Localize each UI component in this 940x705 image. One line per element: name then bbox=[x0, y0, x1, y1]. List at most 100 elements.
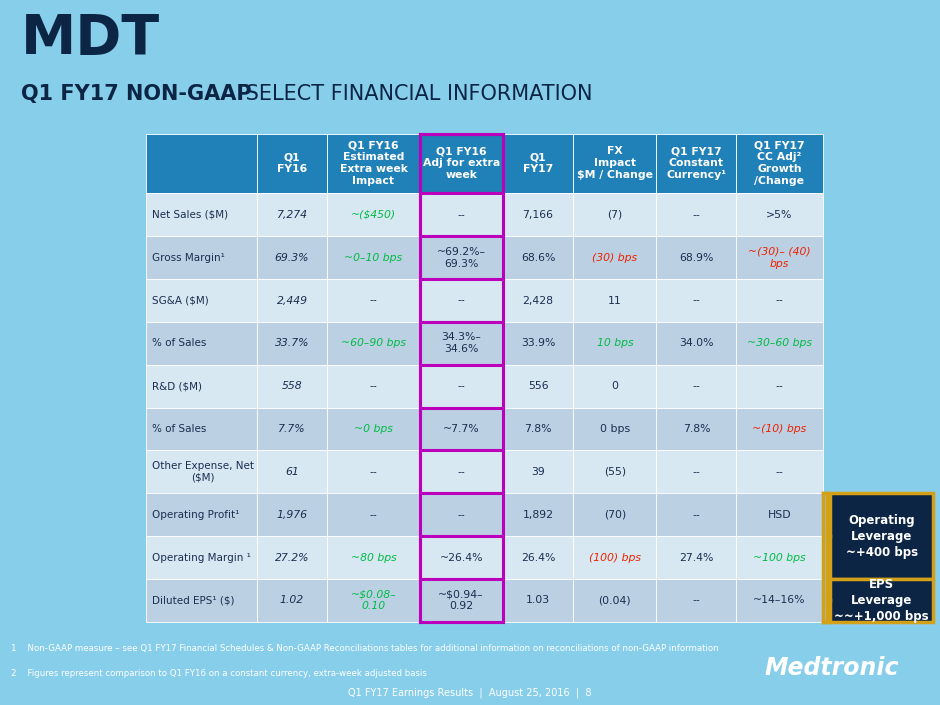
Bar bbox=[146, 279, 257, 322]
Text: ~60–90 bps: ~60–90 bps bbox=[341, 338, 406, 348]
Text: --: -- bbox=[693, 510, 700, 520]
Text: 0 bps: 0 bps bbox=[600, 424, 630, 434]
Text: EPS
Leverage
~~+1,000 bps: EPS Leverage ~~+1,000 bps bbox=[835, 578, 929, 623]
Text: 0: 0 bbox=[611, 381, 619, 391]
Text: 27.4%: 27.4% bbox=[680, 553, 713, 563]
Bar bbox=[419, 193, 503, 236]
Text: ~69.2%–
69.3%: ~69.2%– 69.3% bbox=[437, 247, 486, 269]
Bar bbox=[573, 364, 656, 407]
Text: --: -- bbox=[457, 210, 465, 220]
Bar bbox=[503, 450, 573, 493]
Bar bbox=[146, 579, 257, 622]
Text: 7.7%: 7.7% bbox=[278, 424, 306, 434]
Bar bbox=[419, 279, 503, 322]
Text: 10 bps: 10 bps bbox=[597, 338, 634, 348]
Text: 69.3%: 69.3% bbox=[274, 252, 309, 263]
Bar bbox=[573, 579, 656, 622]
Bar bbox=[573, 407, 656, 450]
Bar bbox=[257, 279, 327, 322]
Text: MDT: MDT bbox=[21, 12, 160, 66]
Bar bbox=[257, 579, 327, 622]
Text: SG&A ($M): SG&A ($M) bbox=[152, 295, 209, 305]
Bar bbox=[573, 322, 656, 364]
Bar bbox=[419, 407, 503, 450]
Text: ~$0.08–
0.10: ~$0.08– 0.10 bbox=[351, 589, 397, 611]
Text: ~26.4%: ~26.4% bbox=[439, 553, 483, 563]
Text: 27.2%: 27.2% bbox=[274, 553, 309, 563]
Bar bbox=[656, 322, 736, 364]
Text: --: -- bbox=[693, 596, 700, 606]
Text: (30) bps: (30) bps bbox=[592, 252, 637, 263]
Bar bbox=[146, 407, 257, 450]
Bar bbox=[419, 236, 503, 279]
Bar bbox=[419, 579, 503, 622]
Text: 7.8%: 7.8% bbox=[525, 424, 552, 434]
Text: Gross Margin¹: Gross Margin¹ bbox=[152, 252, 226, 263]
Text: 61: 61 bbox=[285, 467, 299, 477]
Text: Net Sales ($M): Net Sales ($M) bbox=[152, 210, 228, 220]
Text: Q1 FY16
Adj for extra
week: Q1 FY16 Adj for extra week bbox=[422, 147, 500, 180]
Bar bbox=[656, 279, 736, 322]
Text: Diluted EPS¹ ($): Diluted EPS¹ ($) bbox=[152, 596, 235, 606]
Text: Operating Margin ¹: Operating Margin ¹ bbox=[152, 553, 251, 563]
Bar bbox=[327, 493, 419, 537]
Bar bbox=[419, 236, 503, 279]
Bar bbox=[146, 193, 257, 236]
Bar bbox=[656, 579, 736, 622]
Bar bbox=[736, 407, 822, 450]
Bar bbox=[656, 537, 736, 579]
Text: --: -- bbox=[457, 381, 465, 391]
Text: 2,428: 2,428 bbox=[523, 295, 554, 305]
Text: Medtronic: Medtronic bbox=[764, 656, 900, 680]
Bar bbox=[656, 236, 736, 279]
Bar bbox=[419, 407, 503, 450]
Text: SELECT FINANCIAL INFORMATION: SELECT FINANCIAL INFORMATION bbox=[239, 84, 592, 104]
Text: Q1
FY17: Q1 FY17 bbox=[523, 152, 553, 174]
Text: 26.4%: 26.4% bbox=[521, 553, 556, 563]
Bar bbox=[327, 236, 419, 279]
Bar bbox=[736, 450, 822, 493]
Text: --: -- bbox=[369, 510, 377, 520]
Text: 34.3%–
34.6%: 34.3%– 34.6% bbox=[441, 332, 481, 355]
Text: 34.0%: 34.0% bbox=[680, 338, 713, 348]
Text: % of Sales: % of Sales bbox=[152, 424, 207, 434]
Text: --: -- bbox=[693, 467, 700, 477]
Bar bbox=[419, 450, 503, 493]
Text: Operating
Leverage
~+400 bps: Operating Leverage ~+400 bps bbox=[846, 514, 917, 558]
Bar bbox=[503, 133, 573, 193]
Text: 68.6%: 68.6% bbox=[521, 252, 556, 263]
Bar bbox=[257, 364, 327, 407]
Bar bbox=[419, 537, 503, 579]
Text: Q1 FY17
CC Adj²
Growth
/Change: Q1 FY17 CC Adj² Growth /Change bbox=[754, 140, 805, 187]
Text: 2    Figures represent comparison to Q1 FY16 on a constant currency, extra-week : 2 Figures represent comparison to Q1 FY1… bbox=[11, 670, 427, 678]
Text: --: -- bbox=[457, 467, 465, 477]
Text: (70): (70) bbox=[603, 510, 626, 520]
Text: --: -- bbox=[776, 295, 783, 305]
Text: 33.9%: 33.9% bbox=[521, 338, 556, 348]
Bar bbox=[736, 493, 822, 537]
Bar bbox=[830, 493, 933, 579]
Bar bbox=[419, 279, 503, 322]
Bar bbox=[419, 450, 503, 493]
Text: Operating Profit¹: Operating Profit¹ bbox=[152, 510, 240, 520]
Bar bbox=[419, 364, 503, 407]
Text: 1.02: 1.02 bbox=[280, 596, 304, 606]
Bar bbox=[257, 450, 327, 493]
Bar bbox=[656, 193, 736, 236]
Text: --: -- bbox=[369, 467, 377, 477]
Text: ~($450): ~($450) bbox=[351, 210, 396, 220]
Bar bbox=[503, 579, 573, 622]
Text: 556: 556 bbox=[527, 381, 548, 391]
Text: --: -- bbox=[693, 381, 700, 391]
Text: Q1
FY16: Q1 FY16 bbox=[277, 152, 307, 174]
Text: ~80 bps: ~80 bps bbox=[351, 553, 397, 563]
Bar bbox=[656, 493, 736, 537]
Text: (7): (7) bbox=[607, 210, 622, 220]
Bar bbox=[146, 322, 257, 364]
Bar bbox=[503, 537, 573, 579]
Bar bbox=[419, 493, 503, 537]
Text: (0.04): (0.04) bbox=[599, 596, 632, 606]
Text: 39: 39 bbox=[531, 467, 545, 477]
Bar bbox=[736, 322, 822, 364]
Bar bbox=[327, 279, 419, 322]
